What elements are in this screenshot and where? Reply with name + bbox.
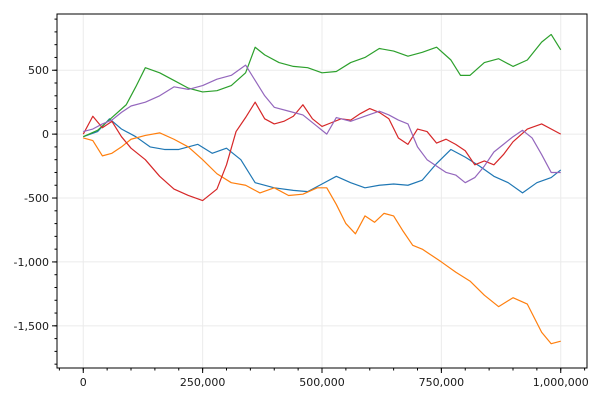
x-tick-label: 250,000 (180, 376, 226, 389)
axes (52, 13, 588, 373)
y-tick-label: -1,500 (14, 320, 49, 333)
grid (57, 14, 587, 368)
y-tick-label: -500 (24, 192, 49, 205)
y-tick-label: -1,000 (14, 256, 49, 269)
tick-labels: 0 250,000 500,000 750,000 1,000,000 500 0 -500 -… (14, 64, 589, 389)
series-line-4 (82, 101, 562, 202)
series-group (82, 33, 562, 345)
series-line-2 (83, 132, 561, 345)
x-tick-label: 0 (80, 376, 87, 389)
series-line-3 (83, 33, 562, 138)
series-line-1 (83, 118, 562, 194)
x-tick-label: 500,000 (299, 376, 345, 389)
y-tick-label: 0 (42, 128, 49, 141)
y-tick-label: 500 (28, 64, 49, 77)
x-tick-label: 750,000 (419, 376, 465, 389)
x-tick-label: 1,000,000 (533, 376, 589, 389)
series-line-5 (83, 64, 561, 184)
